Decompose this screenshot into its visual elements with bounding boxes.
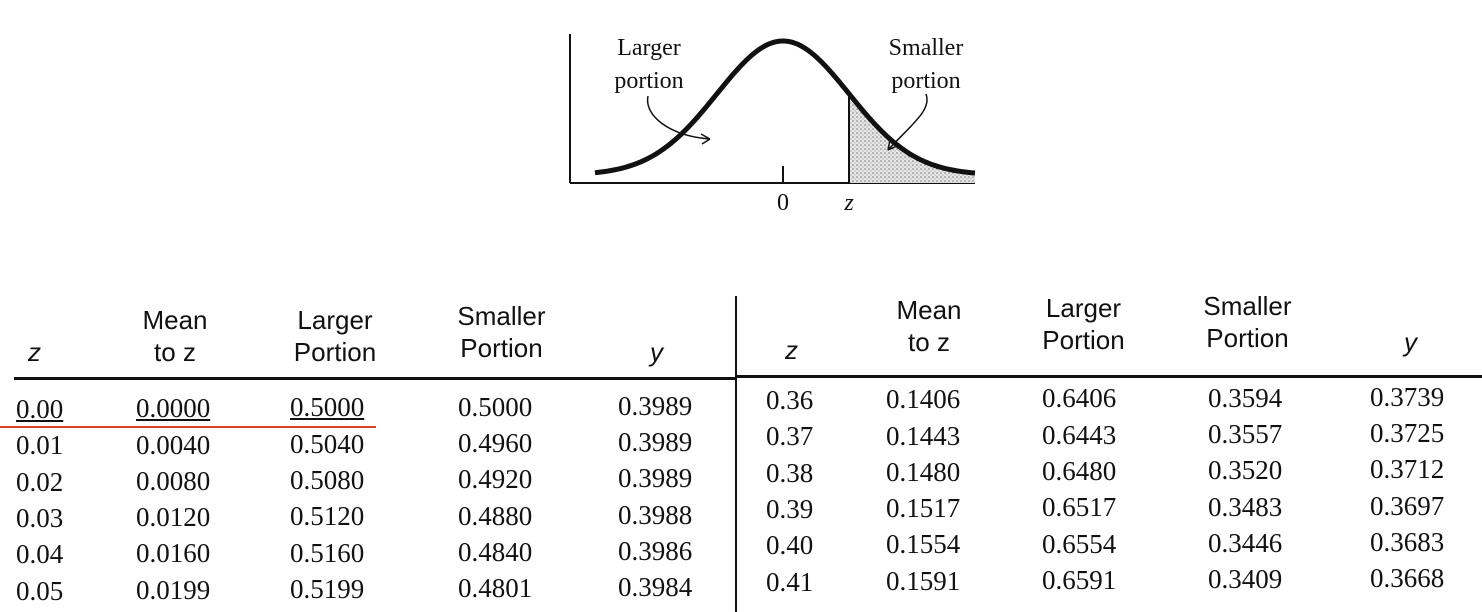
table-cell-z: 0.00 — [16, 394, 64, 424]
header-left-y: y — [650, 337, 663, 367]
table-cell-y: 0.3989 — [618, 463, 693, 494]
smaller-label-line2: portion — [891, 68, 960, 94]
table-divider — [735, 296, 737, 612]
table-cell-z: 0.03 — [16, 502, 64, 533]
table-cell-smaller-portion: 0.3594 — [1208, 382, 1283, 413]
table-cell-y: 0.3739 — [1370, 381, 1445, 412]
table-cell-larger-portion: 0.6443 — [1042, 419, 1117, 450]
table-cell-y: 0.3668 — [1370, 563, 1445, 594]
table-cell-mean-to-z: 0.1406 — [886, 384, 961, 415]
table-cell-z: 0.02 — [16, 466, 64, 497]
header-left-mean-to-z: Mean to z — [142, 305, 208, 367]
table-cell-larger-portion: 0.6591 — [1042, 564, 1117, 595]
table-cell-smaller-portion: 0.4801 — [458, 573, 533, 604]
table-cell-mean-to-z: 0.0040 — [136, 429, 211, 460]
table-cell-smaller-portion: 0.4880 — [458, 500, 533, 531]
table-cell-z: 0.37 — [766, 421, 814, 452]
red-underline-mark — [0, 426, 376, 428]
smaller-portion-shaded-area — [849, 93, 975, 183]
header-left-smaller-portion: Smaller Portion — [457, 301, 546, 363]
table-cell-smaller-portion: 0.4960 — [458, 427, 533, 458]
larger-label-line1: Larger — [617, 35, 681, 61]
table-cell-smaller-portion: 0.5000 — [458, 391, 533, 422]
table-cell-mean-to-z: 0.0120 — [136, 502, 211, 533]
normal-curve — [594, 38, 976, 176]
table-cell-mean-to-z: 0.1591 — [886, 565, 961, 596]
table-cell-larger-portion: 0.6406 — [1042, 383, 1117, 414]
smaller-label-line1: Smaller — [889, 35, 964, 61]
table-cell-mean-to-z: 0.0199 — [136, 574, 211, 605]
table-cell-larger-portion: 0.5120 — [290, 501, 365, 532]
table-cell-y: 0.3712 — [1370, 454, 1445, 485]
table-cell-y: 0.3989 — [618, 427, 693, 458]
table-cell-z: 0.39 — [766, 493, 814, 524]
table-cell-larger-portion: 0.5040 — [290, 428, 365, 459]
normal-curve-svg: Larger portion Smaller portion 0 z — [569, 34, 976, 216]
larger-label-line2: portion — [614, 68, 683, 94]
table-cell-smaller-portion: 0.3409 — [1208, 564, 1283, 595]
header-right-larger-portion: Larger Portion — [1042, 293, 1125, 355]
header-left-larger-portion: Larger Portion — [293, 305, 377, 367]
table-cell-y: 0.3986 — [618, 536, 693, 566]
table-cell-z: 0.38 — [766, 457, 814, 488]
table-cell-y: 0.3725 — [1370, 418, 1445, 449]
table-cell-larger-portion: 0.5160 — [290, 537, 365, 568]
table-cell-smaller-portion: 0.4840 — [458, 536, 533, 567]
table-cell-larger-portion: 0.5000 — [290, 392, 365, 423]
axis-label-zero: 0 — [777, 190, 789, 216]
table-cell-smaller-portion: 0.4920 — [458, 464, 533, 495]
header-right-mean-to-z: Mean to z — [896, 295, 962, 357]
table-cell-mean-to-z: 0.0000 — [136, 393, 211, 424]
table-cell-smaller-portion: 0.3520 — [1208, 455, 1283, 486]
larger-arrow — [646, 95, 711, 140]
header-right-z: z — [785, 335, 798, 365]
table-cell-z: 0.01 — [16, 430, 64, 461]
table-cell-y: 0.3984 — [618, 572, 693, 603]
header-rule-left — [14, 377, 736, 380]
header-left-z: z — [28, 337, 41, 367]
table-cell-mean-to-z: 0.0160 — [136, 538, 211, 569]
table-cell-y: 0.3697 — [1370, 490, 1445, 521]
table-cell-y: 0.3988 — [618, 499, 693, 530]
table-cell-smaller-portion: 0.3446 — [1208, 527, 1283, 558]
normal-curve-figure: Larger portion Smaller portion 0 z — [560, 20, 990, 220]
smaller-arrowhead — [887, 139, 898, 151]
table-cell-z: 0.40 — [766, 530, 814, 561]
table-cell-larger-portion: 0.6480 — [1042, 456, 1117, 486]
table-cell-larger-portion: 0.6554 — [1042, 528, 1117, 559]
table-cell-y: 0.3683 — [1370, 527, 1445, 557]
table-cell-mean-to-z: 0.0080 — [136, 465, 211, 496]
axis-label-z: z — [843, 190, 854, 216]
larger-arrowhead — [700, 133, 711, 145]
table-cell-z: 0.36 — [766, 385, 814, 415]
table-cell-z: 0.04 — [16, 539, 64, 570]
table-cell-larger-portion: 0.5080 — [290, 465, 365, 495]
header-right-smaller-portion: Smaller Portion — [1203, 291, 1292, 353]
smaller-arrow — [887, 93, 928, 151]
header-right-y: y — [1404, 327, 1417, 357]
table-cell-smaller-portion: 0.3483 — [1208, 491, 1283, 522]
header-rule-right — [736, 375, 1482, 378]
table-cell-z: 0.41 — [766, 566, 814, 597]
table-cell-larger-portion: 0.5199 — [290, 573, 365, 604]
table-cell-mean-to-z: 0.1554 — [886, 529, 961, 560]
table-cell-smaller-portion: 0.3557 — [1208, 418, 1283, 449]
table-cell-z: 0.05 — [16, 575, 64, 606]
table-cell-y: 0.3989 — [618, 390, 693, 421]
table-cell-larger-portion: 0.6517 — [1042, 492, 1117, 523]
table-cell-mean-to-z: 0.1443 — [886, 420, 961, 451]
table-cell-mean-to-z: 0.1480 — [886, 456, 961, 487]
table-cell-mean-to-z: 0.1517 — [886, 493, 961, 524]
